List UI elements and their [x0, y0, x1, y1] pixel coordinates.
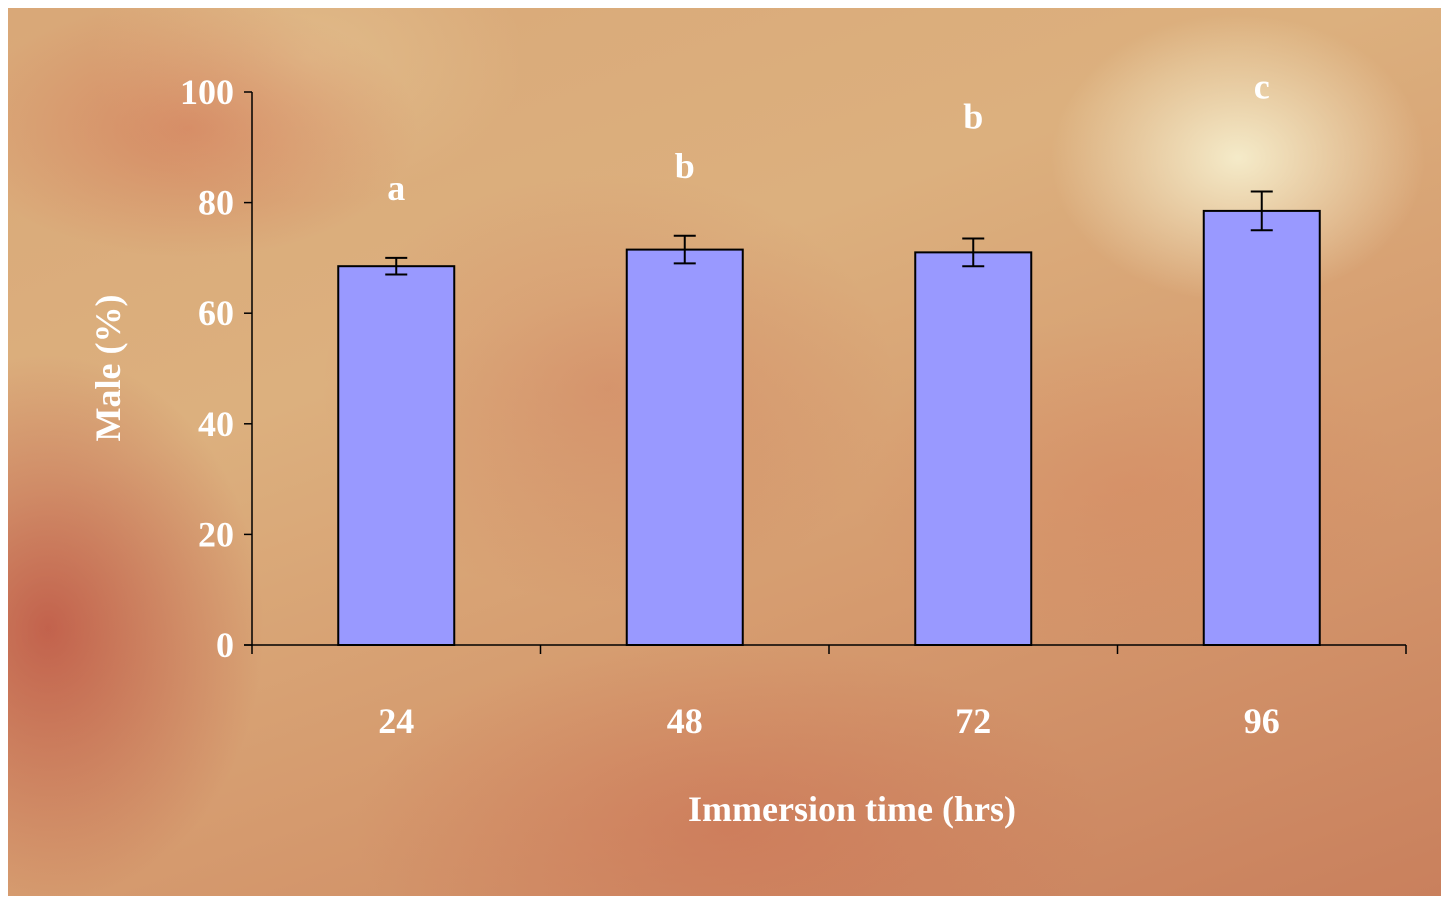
chart-background: 0 20 40 60 80 100 24 a 48 b 72 b 96 c Male (%) Immers… [8, 8, 1441, 896]
y-tick-label: 40 [198, 404, 234, 444]
significance-letter: c [1254, 67, 1270, 107]
y-tick-label: 0 [216, 625, 234, 665]
y-tick-label: 80 [198, 183, 234, 223]
significance-letter: b [963, 97, 983, 137]
significance-letter: b [675, 146, 695, 186]
x-axis-label: Immersion time (hrs) [688, 789, 1016, 829]
bar [1202, 209, 1321, 647]
x-tick-label: 96 [1244, 701, 1280, 741]
x-tick-label: 72 [955, 701, 991, 741]
bar [625, 248, 744, 646]
y-tick-label: 60 [198, 293, 234, 333]
y-axis-label: Male (%) [88, 295, 128, 442]
plot-area: 0 20 40 60 80 100 24 a 48 b 72 b 96 c [180, 67, 1407, 741]
bar [914, 251, 1033, 646]
y-tick-label: 20 [198, 514, 234, 554]
y-tick-label: 100 [180, 72, 234, 112]
x-tick-label: 48 [667, 701, 703, 741]
x-tick-label: 24 [378, 701, 414, 741]
bar [337, 265, 456, 646]
bar-chart: 0 20 40 60 80 100 24 a 48 b 72 b 96 c Male (%) Immers… [88, 67, 1407, 829]
significance-letter: a [387, 168, 405, 208]
